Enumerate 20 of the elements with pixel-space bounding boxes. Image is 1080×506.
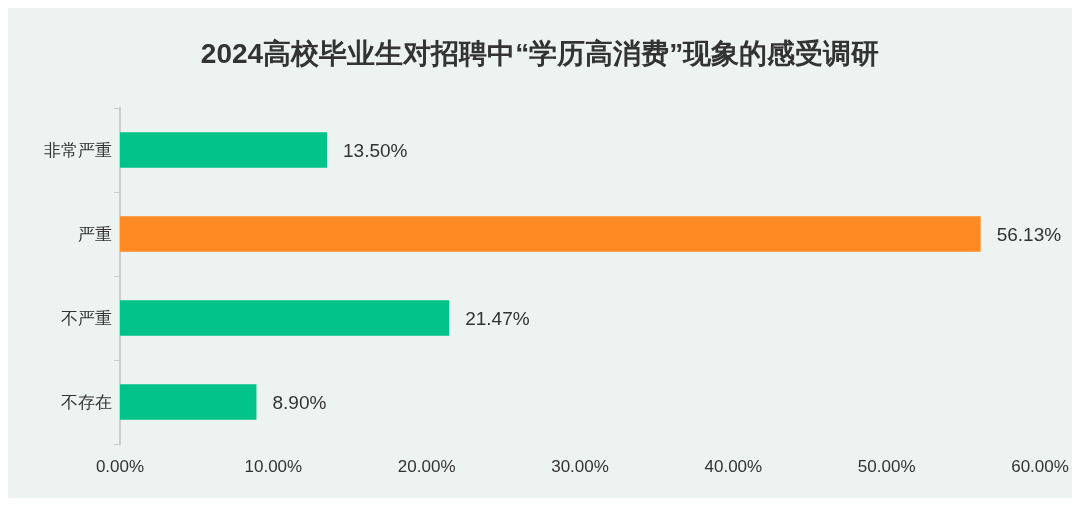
- chart-title: 2024高校毕业生对招聘中“学历高消费”现象的感受调研: [200, 37, 880, 69]
- data-label: 56.13%: [996, 223, 1062, 245]
- bar: [120, 384, 257, 420]
- bar: [120, 300, 450, 336]
- x-tick-label: 40.00%: [704, 457, 763, 476]
- x-tick-label: 20.00%: [397, 457, 456, 476]
- y-tick-label: 不严重: [61, 308, 112, 328]
- y-tick-label: 非常严重: [44, 140, 112, 160]
- data-label: 8.90%: [272, 391, 327, 413]
- x-tick-label: 10.00%: [244, 457, 303, 476]
- data-label: 21.47%: [465, 307, 530, 329]
- bar: [120, 216, 981, 252]
- data-label: 13.50%: [343, 139, 408, 161]
- x-tick-label: 50.00%: [857, 457, 916, 476]
- y-tick-label: 不存在: [61, 392, 112, 412]
- y-tick-label: 严重: [78, 224, 112, 244]
- x-tick-label: 0.00%: [95, 457, 145, 476]
- bar: [120, 132, 327, 168]
- x-tick-label: 30.00%: [551, 457, 609, 476]
- x-tick-label: 60.00%: [1011, 457, 1069, 476]
